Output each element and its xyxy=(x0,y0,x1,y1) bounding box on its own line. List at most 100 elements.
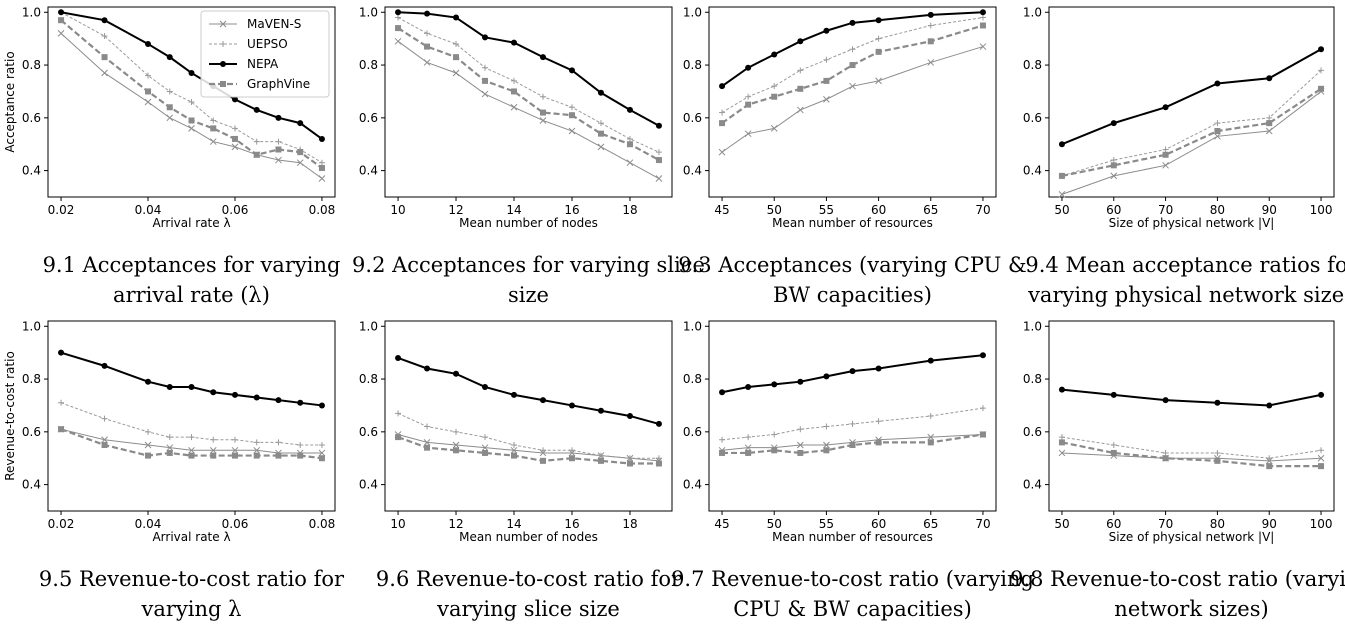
series-graphvine xyxy=(1058,85,1325,179)
x-tick-label: 0.06 xyxy=(222,203,249,217)
data-point xyxy=(1110,442,1117,449)
data-point xyxy=(424,30,431,37)
chart-caption: 9.6 Revenue-to-cost ratio for xyxy=(376,567,682,591)
series-line xyxy=(1061,452,1322,462)
series-line xyxy=(60,19,323,169)
data-point xyxy=(1162,151,1169,158)
data-point xyxy=(209,138,217,145)
data-point xyxy=(719,449,726,456)
data-point xyxy=(771,93,778,100)
chart-caption: CPU & BW capacities) xyxy=(733,597,972,621)
data-point xyxy=(318,449,326,457)
data-point xyxy=(453,14,460,21)
legend-label: MaVEN-S xyxy=(247,17,301,31)
data-point xyxy=(253,138,260,145)
x-tick-label: 65 xyxy=(923,517,938,531)
chart-caption: 9.5 Revenue-to-cost ratio for xyxy=(39,567,345,591)
series-line xyxy=(397,27,660,162)
legend-marker xyxy=(220,41,226,47)
data-point xyxy=(231,96,238,103)
x-axis-label: Mean number of nodes xyxy=(459,216,598,230)
series-nepa xyxy=(719,352,986,396)
data-point xyxy=(1058,191,1066,198)
data-point xyxy=(744,444,752,452)
series-graphvine xyxy=(395,25,662,164)
data-point xyxy=(1058,141,1065,148)
data-point xyxy=(188,434,195,441)
data-point xyxy=(395,410,402,417)
data-point xyxy=(424,365,431,372)
data-point xyxy=(849,368,856,375)
series-graphvine xyxy=(58,426,325,462)
x-tick-label: 60 xyxy=(1106,517,1121,531)
data-point xyxy=(453,54,460,61)
x-tick-label: 70 xyxy=(975,517,990,531)
series-graphvine xyxy=(1058,439,1325,470)
data-point xyxy=(797,38,804,45)
data-point xyxy=(875,48,882,55)
chart-caption: 9.4 Mean acceptance ratios for xyxy=(1025,253,1345,277)
y-axis-label: Revenue-to-cost ratio xyxy=(3,351,17,481)
data-point xyxy=(253,394,260,401)
data-point xyxy=(797,67,804,74)
data-point xyxy=(511,88,518,95)
data-point xyxy=(1266,120,1273,127)
data-point xyxy=(1058,449,1066,457)
data-point xyxy=(275,114,282,121)
y-tick-label: 0.8 xyxy=(359,372,378,386)
legend-entry: GraphVine xyxy=(209,77,310,91)
data-point xyxy=(626,460,633,467)
y-tick-label: 0.4 xyxy=(359,164,378,178)
data-point xyxy=(1110,172,1118,180)
legend-marker xyxy=(219,20,227,28)
series-maven-s xyxy=(57,425,326,457)
chart-caption: BW capacities) xyxy=(773,283,932,307)
series-uepso xyxy=(395,410,662,462)
data-point xyxy=(482,64,489,71)
plot-frame xyxy=(1048,6,1335,198)
data-point xyxy=(927,22,934,29)
data-point xyxy=(297,399,304,406)
data-point xyxy=(395,354,402,361)
data-point xyxy=(1318,46,1325,53)
x-tick-label: 16 xyxy=(564,517,579,531)
chart-caption: 9.8 Revenue-to-cost ratio (varying xyxy=(1010,567,1345,591)
data-point xyxy=(875,17,882,24)
data-point xyxy=(655,455,662,462)
data-point xyxy=(568,402,575,409)
data-point xyxy=(745,101,752,108)
data-point xyxy=(655,157,662,164)
data-point xyxy=(253,439,260,446)
series-nepa xyxy=(719,9,986,90)
x-axis-label: Size of physical network |V| xyxy=(1109,530,1275,544)
chart-5: 0.02 0.04 0.06 0.08 0.4 0.6 0.8 1.0 Arrival rate… xyxy=(3,319,345,621)
data-point xyxy=(318,442,325,449)
data-point xyxy=(511,77,518,84)
data-point xyxy=(539,457,546,464)
data-point xyxy=(275,146,282,153)
data-point xyxy=(1266,463,1273,470)
plot-frame xyxy=(384,320,673,512)
data-point xyxy=(718,148,726,156)
y-tick-label: 0.8 xyxy=(1023,372,1042,386)
data-point xyxy=(597,407,604,414)
data-point xyxy=(481,90,489,98)
data-point xyxy=(231,125,238,132)
data-point xyxy=(745,449,752,456)
data-point xyxy=(188,383,195,390)
data-point xyxy=(626,106,633,113)
x-tick-label: 0.02 xyxy=(48,203,75,217)
data-point xyxy=(875,439,882,446)
data-point xyxy=(210,436,217,443)
data-point xyxy=(797,449,804,456)
data-point xyxy=(275,439,282,446)
data-point xyxy=(823,373,830,380)
data-point xyxy=(823,96,830,103)
x-tick-label: 10 xyxy=(390,517,405,531)
data-point xyxy=(511,391,518,398)
legend-marker xyxy=(220,81,226,87)
data-point xyxy=(253,452,260,459)
series-nepa xyxy=(395,354,662,427)
data-point xyxy=(231,452,238,459)
